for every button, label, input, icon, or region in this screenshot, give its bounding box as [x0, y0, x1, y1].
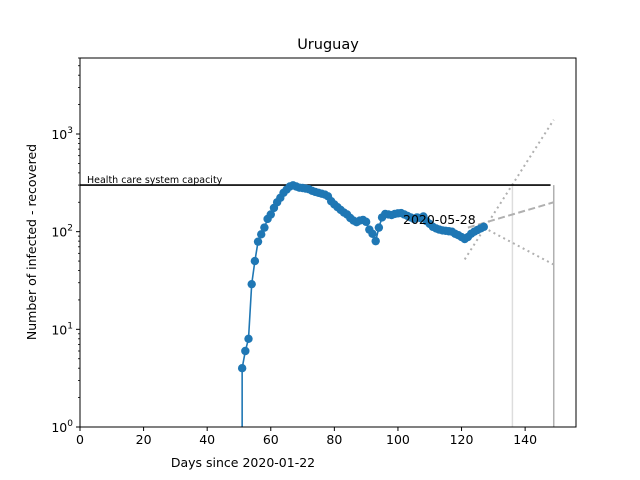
data-point — [241, 346, 250, 356]
data-point — [244, 334, 253, 343]
x-tick-label: 40 — [199, 432, 215, 447]
date-annotation: 2020-05-28 — [403, 212, 476, 227]
x-tick-label: 120 — [450, 432, 474, 447]
data-point — [479, 222, 488, 232]
data-point — [260, 223, 269, 232]
x-axis-label: Days since 2020-01-22 — [171, 455, 315, 470]
x-tick-label: 0 — [76, 432, 84, 447]
plot-frame — [79, 57, 577, 428]
y-axis-label: Number of infected - recovered — [24, 144, 39, 340]
chart-title: Uruguay — [297, 37, 359, 53]
data-point — [237, 364, 247, 373]
projection-lower-line — [483, 226, 555, 266]
x-tick-label: 80 — [326, 432, 342, 447]
data-point — [250, 256, 260, 266]
data-point — [253, 237, 263, 246]
data-point — [257, 230, 266, 239]
data-point — [361, 217, 371, 227]
x-tick-label: 140 — [513, 432, 537, 447]
data-point — [374, 223, 384, 232]
x-tick-label: 60 — [263, 432, 279, 447]
y-tick-label: 101 — [51, 321, 73, 337]
x-tick-label: 20 — [136, 432, 152, 447]
x-tick-label: 100 — [386, 432, 410, 447]
y-tick-label: 102 — [51, 224, 73, 240]
data-point — [371, 236, 380, 246]
projection-upper-line — [463, 119, 555, 260]
data-point — [368, 229, 377, 239]
data-point — [247, 279, 256, 289]
capacity-label: Health care system capacity — [87, 175, 223, 186]
data-point — [266, 210, 275, 219]
y-tick-label: 100 — [51, 419, 73, 435]
y-tick-label: 103 — [51, 126, 73, 142]
